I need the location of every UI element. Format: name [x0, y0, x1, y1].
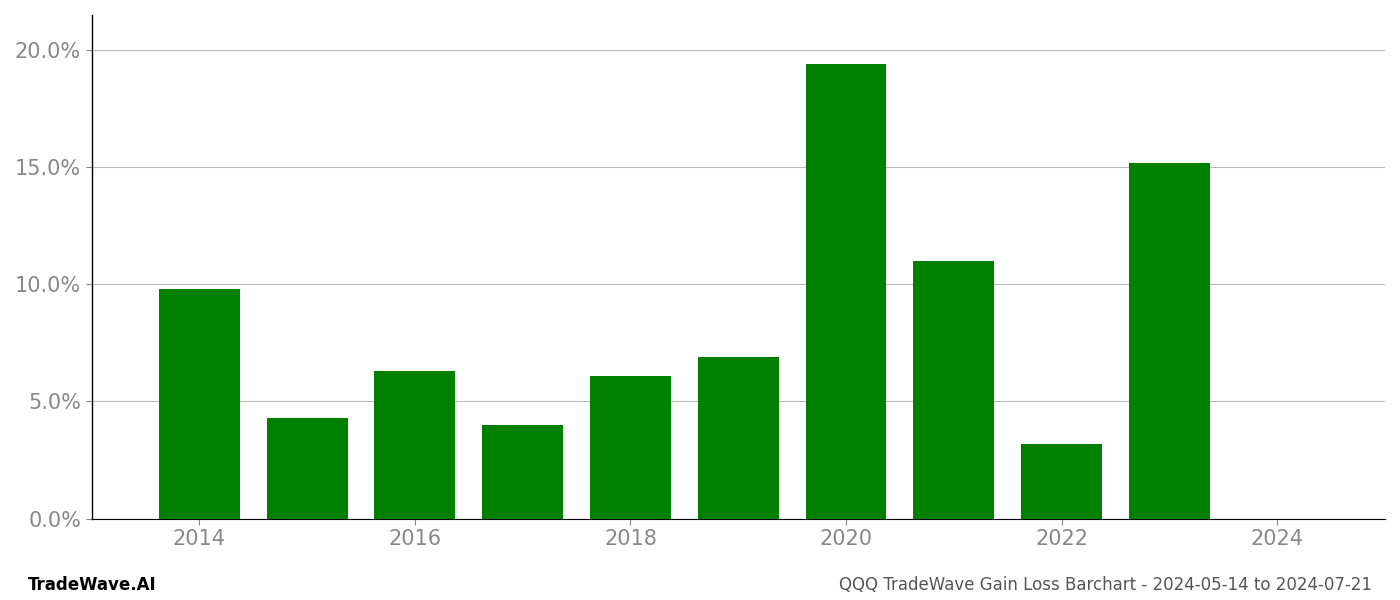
Bar — [374, 371, 455, 518]
Bar — [589, 376, 671, 518]
Bar — [266, 418, 347, 518]
Bar — [805, 64, 886, 518]
Bar — [1128, 163, 1210, 518]
Bar — [1021, 443, 1102, 518]
Bar — [913, 261, 994, 518]
Bar — [697, 357, 778, 518]
Text: QQQ TradeWave Gain Loss Barchart - 2024-05-14 to 2024-07-21: QQQ TradeWave Gain Loss Barchart - 2024-… — [839, 576, 1372, 594]
Text: TradeWave.AI: TradeWave.AI — [28, 576, 157, 594]
Bar — [482, 425, 563, 518]
Bar — [160, 289, 239, 518]
